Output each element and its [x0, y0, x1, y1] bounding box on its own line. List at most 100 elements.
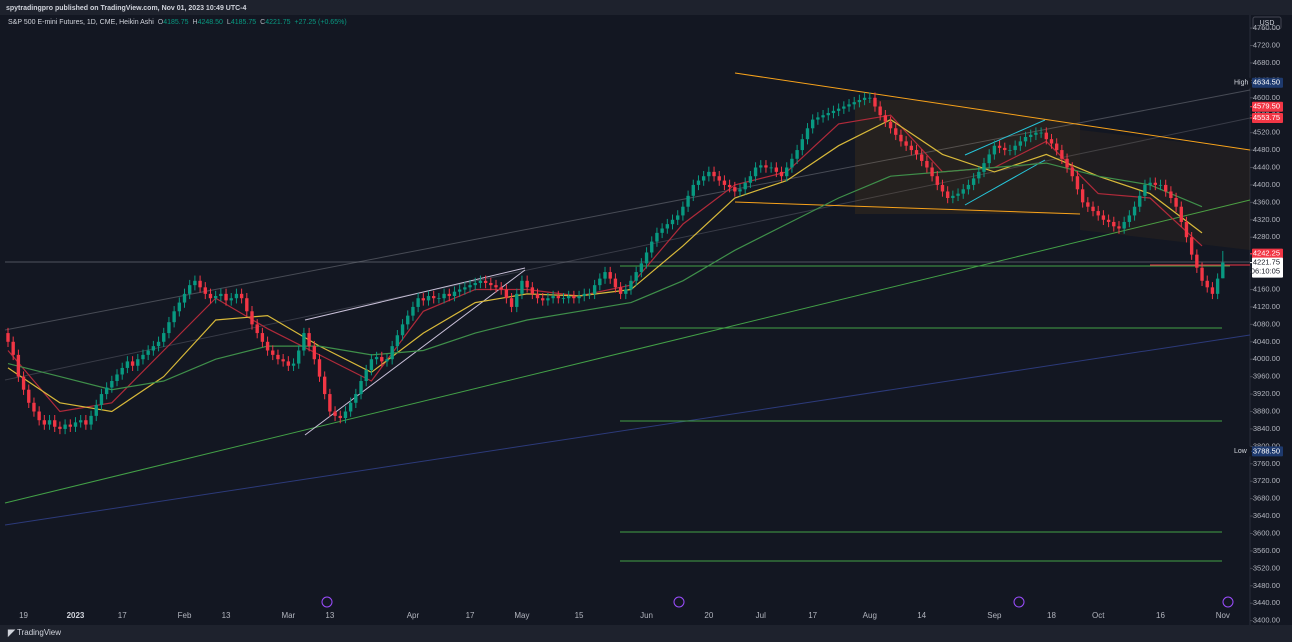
candle-body	[1013, 145, 1017, 151]
event-icon[interactable]	[321, 596, 333, 608]
x-tick-label: Aug	[863, 611, 877, 620]
event-icon[interactable]	[1222, 596, 1234, 608]
price-label-box	[1252, 257, 1283, 278]
event-icon[interactable]	[1013, 596, 1025, 608]
candle-body	[1096, 211, 1100, 216]
candle-body	[203, 287, 207, 294]
ohlc-key: C	[260, 19, 265, 26]
price-label-box	[1252, 446, 1283, 457]
candle-body	[213, 296, 218, 299]
candle-body	[1054, 143, 1059, 151]
candle-body	[32, 402, 36, 412]
candle-body	[925, 160, 929, 168]
candle-body	[810, 119, 815, 129]
symbol-title: S&P 500 E-mini Futures, 1D, CME, Heikin …	[8, 19, 154, 26]
candle-body	[608, 272, 612, 279]
candle-body	[816, 117, 820, 120]
candle-body	[821, 115, 825, 118]
candle-body	[541, 298, 545, 301]
candle-body	[338, 415, 342, 419]
candle-body	[753, 167, 758, 177]
candle-body	[21, 376, 26, 390]
candle-body	[250, 311, 254, 325]
drawings	[4, 72, 1251, 562]
candle-body	[930, 167, 934, 177]
candle-body	[1205, 280, 1209, 288]
candle-body	[115, 374, 119, 381]
candle-body	[463, 287, 467, 290]
candle-body	[743, 182, 747, 190]
price-label-box	[1252, 112, 1283, 123]
event-icons	[321, 596, 1234, 608]
candle-body	[1122, 221, 1126, 229]
ohlc-value: 4185.75	[231, 19, 256, 26]
candle-body	[1070, 167, 1074, 177]
x-tick-label: Feb	[178, 611, 192, 620]
candle-body	[774, 167, 779, 172]
candle-body	[468, 285, 472, 288]
candle-body	[868, 97, 872, 99]
x-tick-label: May	[514, 611, 529, 620]
x-tick-label: 16	[1156, 611, 1165, 620]
price-label: 4221.75	[1253, 258, 1280, 267]
candle-body	[162, 333, 166, 342]
candle-body	[333, 411, 337, 416]
footer: TradingView	[17, 628, 61, 637]
candle-body	[764, 165, 768, 168]
candle-body	[1148, 182, 1152, 185]
candle-body	[286, 361, 291, 366]
candle-body	[1039, 132, 1043, 134]
candle-body	[58, 426, 62, 429]
candle-body	[265, 341, 270, 351]
candle-body	[676, 215, 680, 220]
bottom-bar	[0, 625, 1292, 642]
x-tick-label: 15	[575, 611, 584, 620]
candle-body	[899, 134, 903, 142]
candle-body	[992, 145, 997, 155]
candle-body	[598, 278, 602, 286]
candle-body	[904, 141, 908, 146]
candle-body	[785, 167, 789, 177]
candle-body	[1003, 147, 1007, 151]
candle-body	[395, 335, 400, 347]
candle-body	[110, 381, 114, 388]
y-tick-label: 4120.00	[1253, 302, 1280, 311]
countdown: 06:10:05	[1251, 267, 1280, 276]
y-tick-label: 4480.00	[1253, 145, 1280, 154]
candle-body	[556, 296, 560, 299]
candle-body	[1029, 134, 1033, 137]
candle-body	[535, 293, 540, 299]
candle-body	[53, 420, 57, 427]
x-tick-label: 20	[704, 611, 713, 620]
candle-body	[701, 176, 706, 181]
event-icon[interactable]	[673, 596, 685, 608]
candle-body	[1091, 206, 1095, 212]
candle-body	[566, 296, 571, 299]
trendline	[4, 89, 1251, 331]
candle-body	[1075, 176, 1080, 190]
candle-body	[660, 228, 664, 233]
candle-body	[1200, 267, 1204, 281]
candle-body	[89, 415, 93, 425]
candle-body	[198, 280, 202, 288]
candle-body	[1080, 189, 1085, 203]
candle-body	[276, 354, 280, 360]
candle-body	[634, 272, 638, 281]
candle-body	[592, 285, 597, 294]
y-tick-label: 3680.00	[1253, 494, 1280, 503]
x-tick-label: Nov	[1216, 611, 1230, 620]
channel-line	[964, 159, 1046, 206]
candle-body	[681, 206, 685, 216]
candle-body	[260, 333, 265, 342]
candle-body	[603, 272, 607, 279]
candle-body	[1153, 182, 1158, 185]
candle-body	[940, 184, 945, 192]
price-label: 4242.25	[1253, 249, 1280, 258]
candle-body	[914, 150, 919, 155]
candle-body	[94, 404, 98, 416]
y-tick-label: 3600.00	[1253, 528, 1280, 537]
trendline	[734, 72, 1251, 151]
y-tick-label: 3920.00	[1253, 389, 1280, 398]
candle-body	[1112, 221, 1116, 227]
candle-body	[665, 224, 670, 229]
